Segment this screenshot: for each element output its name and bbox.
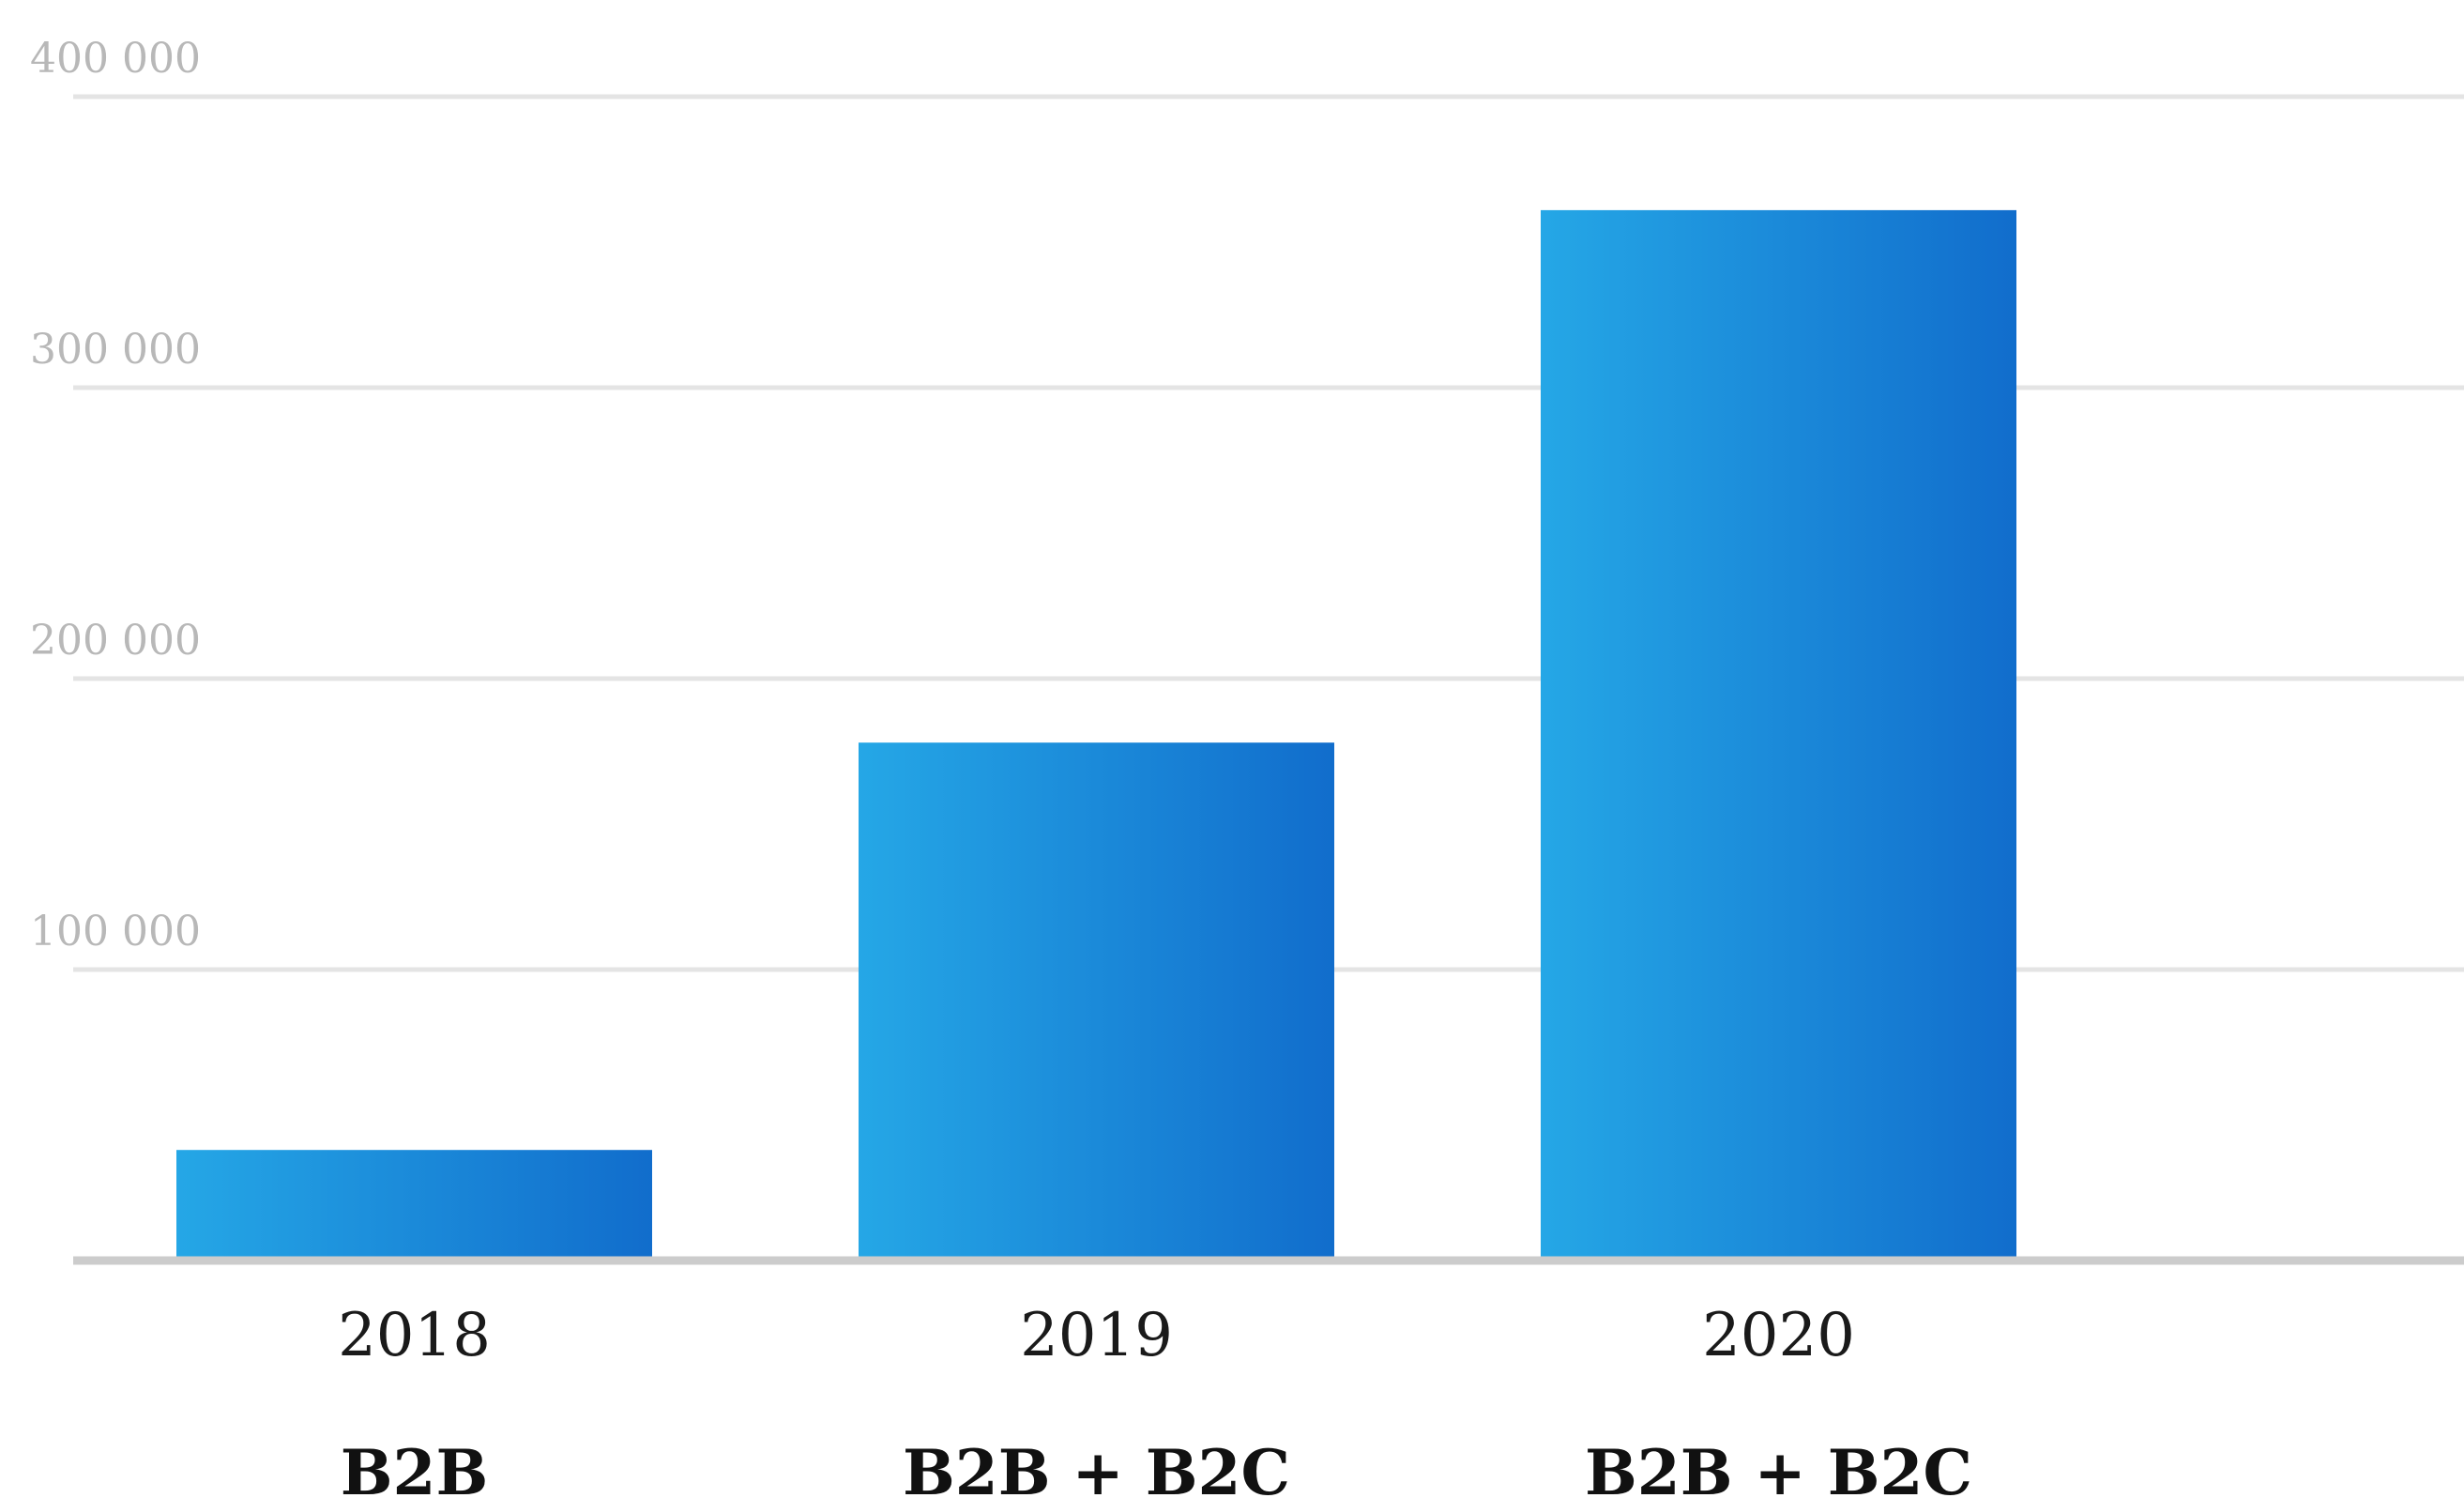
x-tick-label: 2020	[1702, 1301, 1855, 1370]
y-tick-label: 300 000	[30, 326, 201, 374]
category-sublabels: B2B B2B + B2C B2B + B2C	[341, 1436, 1972, 1498]
bar-2018	[176, 1150, 652, 1261]
bars	[176, 209, 2016, 1261]
y-tick-label: 200 000	[30, 617, 201, 665]
bar-2020	[1541, 209, 2016, 1261]
x-tick-label: 2019	[1020, 1301, 1173, 1370]
category-sublabel: B2B + B2C	[1585, 1436, 1972, 1498]
y-tick-label: 400 000	[30, 35, 201, 83]
y-tick-label: 100 000	[30, 908, 201, 955]
x-tick-label: 2018	[338, 1301, 491, 1370]
x-axis-ticks: 2018 2019 2020	[338, 1301, 1855, 1370]
category-sublabel: B2B	[341, 1436, 489, 1498]
bar-2019	[859, 742, 1334, 1261]
category-sublabel: B2B + B2C	[903, 1436, 1290, 1498]
